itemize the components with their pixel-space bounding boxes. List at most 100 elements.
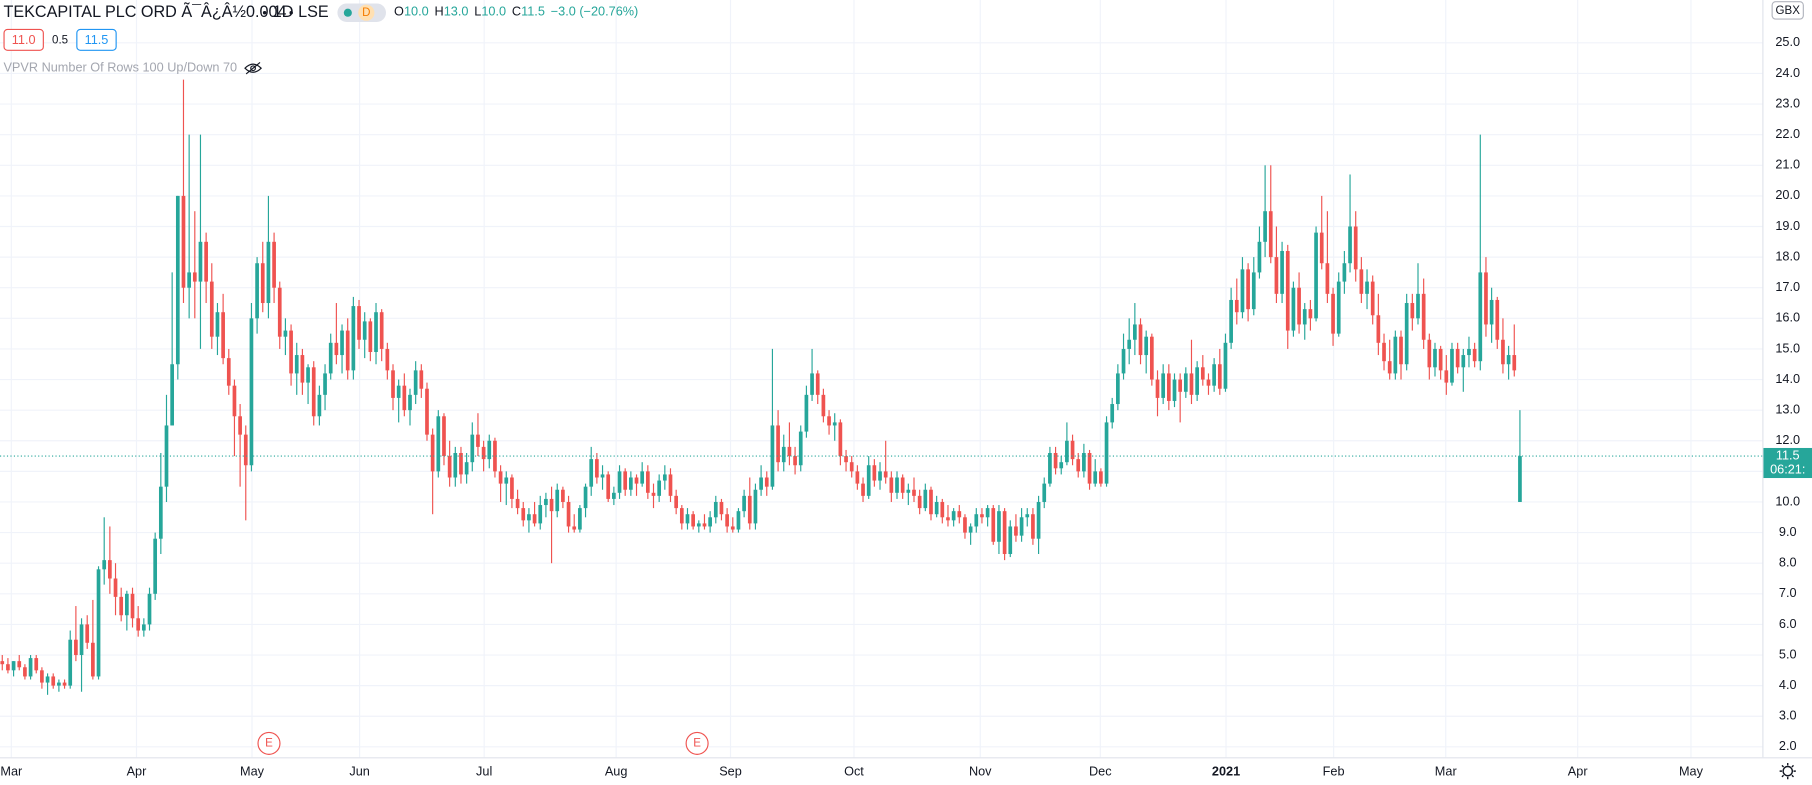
candle-body bbox=[946, 517, 950, 521]
candle-body bbox=[493, 440, 497, 472]
candle-body bbox=[1093, 471, 1098, 484]
candle-body bbox=[260, 263, 265, 304]
candle-body bbox=[742, 495, 746, 512]
candle-body bbox=[566, 501, 571, 527]
candle-body bbox=[215, 312, 220, 337]
candle-body bbox=[1019, 517, 1024, 536]
candle-body bbox=[453, 453, 458, 478]
candle-body bbox=[1365, 281, 1369, 294]
candle-body bbox=[11, 661, 16, 671]
x-tick-label: Mar bbox=[0, 764, 23, 779]
candle-body bbox=[1002, 511, 1007, 555]
candle-body bbox=[300, 355, 305, 383]
candle-body bbox=[651, 492, 656, 496]
candle-body bbox=[464, 462, 469, 475]
candle-body bbox=[153, 538, 158, 594]
candle-body bbox=[781, 446, 786, 463]
candle-body bbox=[1042, 483, 1047, 502]
legend-label: O bbox=[394, 4, 404, 19]
candle-body bbox=[1302, 309, 1307, 325]
y-tick-label: 9.0 bbox=[1779, 524, 1797, 539]
candle-body bbox=[1433, 348, 1437, 368]
candle-body bbox=[1070, 440, 1075, 460]
hide-icon[interactable] bbox=[244, 61, 262, 75]
symbol[interactable]: TEKCAPITAL PLC ORD Ã¯Â¿Â½0.004 bbox=[3, 1, 286, 21]
y-tick-label: 25.0 bbox=[1775, 34, 1800, 49]
candle-body bbox=[657, 480, 662, 496]
candle-body bbox=[323, 373, 327, 395]
candle-body bbox=[1472, 348, 1477, 362]
x-tick-label: Sep bbox=[719, 764, 742, 779]
candle-body bbox=[1149, 336, 1154, 380]
candle-body bbox=[793, 456, 797, 466]
ask-box[interactable] bbox=[76, 28, 117, 51]
candle-body bbox=[79, 624, 84, 656]
candle-body bbox=[1183, 373, 1188, 392]
candle-body bbox=[209, 281, 214, 337]
candle-body bbox=[1195, 367, 1199, 395]
candle-body bbox=[776, 425, 780, 463]
candle-body bbox=[221, 312, 225, 359]
candle-body bbox=[883, 471, 888, 478]
candle-body bbox=[759, 477, 763, 490]
x-tick-label: Aug bbox=[605, 764, 628, 779]
candle-body bbox=[379, 312, 384, 349]
candles bbox=[0, 79, 1522, 695]
candle-body bbox=[997, 511, 1001, 542]
candle-body bbox=[504, 477, 509, 484]
candle-body bbox=[374, 312, 378, 352]
x-tick-label: Oct bbox=[844, 764, 864, 779]
y-tick-label: 13.0 bbox=[1775, 402, 1800, 417]
candle-body bbox=[1268, 211, 1273, 258]
candle-body bbox=[34, 658, 39, 671]
candle-body bbox=[1223, 342, 1228, 389]
candle-body bbox=[255, 263, 259, 319]
candle-body bbox=[685, 514, 690, 524]
candle-body bbox=[555, 489, 560, 512]
candle-body bbox=[192, 272, 197, 282]
y-tick-label: 23.0 bbox=[1775, 95, 1800, 110]
candle-body bbox=[368, 321, 373, 352]
candle-body bbox=[1099, 471, 1103, 484]
candle-body bbox=[1501, 339, 1505, 365]
candle-body bbox=[1342, 263, 1347, 282]
interval[interactable]: 1D bbox=[273, 3, 294, 21]
candle-body bbox=[108, 560, 112, 579]
candle-body bbox=[606, 474, 611, 499]
settings-icon[interactable] bbox=[1779, 763, 1796, 780]
candle-body bbox=[1200, 367, 1205, 380]
candle-body bbox=[1246, 269, 1250, 310]
x-tick-label: Feb bbox=[1323, 764, 1345, 779]
candle-body bbox=[1348, 226, 1352, 264]
candle-body bbox=[1314, 232, 1318, 319]
candle-body bbox=[1450, 348, 1454, 383]
candle-body bbox=[1359, 269, 1364, 294]
candle-body bbox=[679, 508, 684, 524]
currency-box[interactable] bbox=[1771, 1, 1804, 20]
candle-body bbox=[1285, 250, 1290, 331]
candle-body bbox=[889, 477, 894, 493]
spread: 0.5 bbox=[52, 35, 68, 47]
candle-body bbox=[476, 434, 480, 447]
candle-body bbox=[351, 306, 356, 371]
candle-body bbox=[1251, 272, 1256, 310]
candle-body bbox=[57, 682, 61, 686]
candle-body bbox=[1461, 355, 1466, 368]
candle-body bbox=[634, 477, 639, 484]
candle-body bbox=[1455, 348, 1460, 368]
candle-body bbox=[612, 492, 616, 499]
indicator[interactable]: VPVR Number Of Rows 100 Up/Down 70 bbox=[3, 60, 237, 75]
candle-body bbox=[589, 459, 594, 487]
bid-box[interactable] bbox=[3, 28, 44, 51]
candle-body bbox=[1297, 287, 1301, 325]
candle-body bbox=[243, 434, 248, 466]
candle-body bbox=[906, 489, 911, 493]
candle-body bbox=[645, 471, 650, 493]
candle-body bbox=[436, 416, 441, 472]
candle-body bbox=[515, 498, 520, 509]
separator bbox=[262, 10, 267, 15]
bid: 11.0 bbox=[12, 32, 36, 47]
candle-body bbox=[674, 495, 679, 509]
candle-body bbox=[68, 639, 73, 686]
y-tick-label: 8.0 bbox=[1779, 555, 1797, 570]
